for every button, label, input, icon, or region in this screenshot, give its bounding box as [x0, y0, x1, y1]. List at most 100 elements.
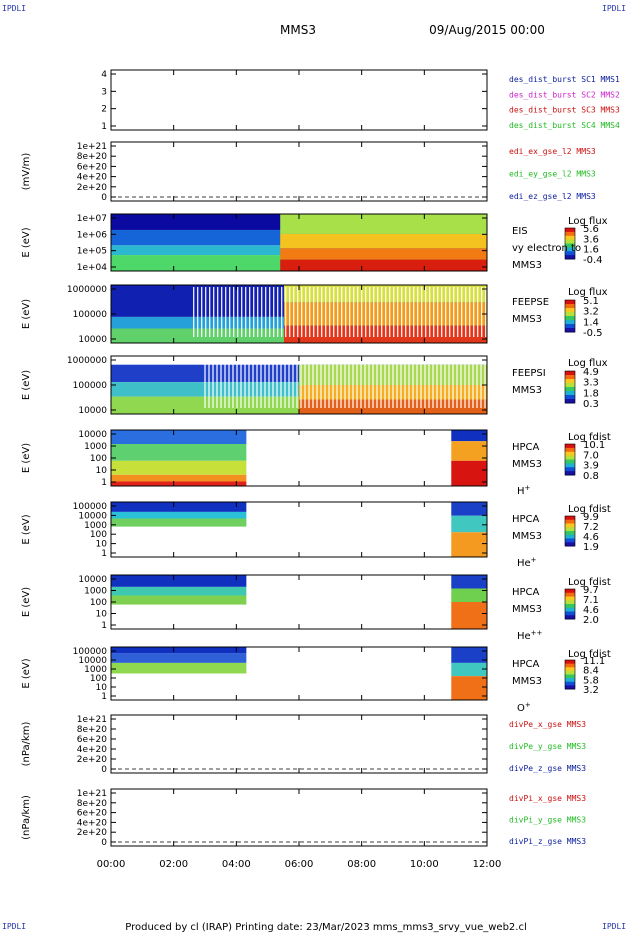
colorbar-bin	[565, 239, 575, 244]
colorbar-bin	[565, 589, 575, 594]
panel6-tail-band-2	[451, 460, 487, 486]
colorbar-tick: 7.1	[583, 595, 599, 606]
colorbar-tick: -0.4	[583, 255, 603, 266]
y-tick-label: 1e+05	[77, 247, 107, 257]
side-label: FEEPSE	[512, 297, 549, 308]
colorbar-tick: 10.1	[583, 440, 605, 451]
colorbar-bin	[565, 312, 575, 317]
corner-tag-top-right: IPDLI	[602, 4, 627, 13]
panel-frame	[110, 714, 488, 774]
colorbar-bin	[565, 459, 575, 464]
colorbar-tick: -0.5	[583, 328, 603, 339]
colorbar-tick: 11.1	[583, 656, 605, 667]
colorbar-bin	[565, 247, 575, 252]
colorbar-bin	[565, 451, 575, 457]
colorbar-tick: 1.9	[583, 542, 599, 553]
legend-entry: edi_ex_gse_l2 MMS3	[509, 147, 596, 156]
colorbar-bin	[565, 371, 575, 376]
colorbar-bin	[565, 308, 575, 313]
panel8: Log fdist9.77.14.62.0HPCAMMS3He++1101001…	[21, 574, 611, 642]
y-axis-label: E (eV)	[21, 370, 32, 400]
y-tick-label: 100000	[73, 310, 108, 320]
colorbar-bin	[565, 455, 575, 460]
panel9-band-2	[111, 662, 247, 674]
y-tick-label: 1000	[84, 521, 107, 531]
colorbar-bin	[565, 615, 575, 620]
panel9-tail-band-2	[451, 676, 487, 700]
datetime-title: 09/Aug/2015 00:00	[429, 23, 545, 37]
legend-entry: divPe_x_gse MMS3	[509, 720, 586, 729]
legend-entry: divPi_y_gse MMS3	[509, 816, 586, 825]
panel-frame	[110, 788, 488, 847]
colorbar-tick: 4.9	[583, 367, 599, 378]
colorbar-frame	[564, 443, 576, 476]
y-tick-label: 100000	[73, 381, 108, 391]
colorbar-bin	[565, 231, 575, 237]
side-label: EIS	[512, 226, 528, 237]
panel8-tail-band-0	[451, 575, 487, 589]
y-tick-label: 2e+20	[77, 183, 108, 193]
colorbar-bin	[565, 519, 575, 524]
panel3-seg0-band-3	[280, 259, 487, 271]
colorbar-bin	[565, 538, 575, 543]
y-tick-label: 10000	[78, 656, 107, 666]
panel6-tail-band-0	[451, 430, 487, 442]
panel6-band-0	[111, 430, 247, 444]
colorbar-bin	[565, 316, 575, 321]
colorbar-frame	[564, 370, 576, 404]
time-tick-label: 04:00	[222, 859, 251, 870]
y-tick-label: 4	[101, 70, 107, 80]
colorbar-title: Log flux	[568, 358, 608, 369]
colorbar-bin	[565, 663, 575, 668]
legend-entry: des_dist_burst SC2 MMS2	[509, 90, 620, 99]
legend-entry: divPe_z_gse MMS3	[509, 764, 586, 773]
y-tick-label: 10000	[78, 511, 107, 521]
y-tick-label: 10000	[78, 575, 107, 585]
y-tick-label: 10	[96, 683, 108, 693]
panel-frame	[110, 141, 488, 202]
y-tick-label: 100	[90, 674, 107, 684]
legend-entry: divPi_z_gse MMS3	[509, 837, 586, 846]
colorbar-tick: 0.8	[583, 471, 599, 482]
y-tick-label: 1e+21	[77, 142, 107, 152]
colorbar-tick: 3.2	[583, 685, 599, 696]
side-label: MMS3	[512, 459, 542, 470]
y-tick-label: 0	[101, 193, 107, 203]
colorbar-bin	[565, 391, 575, 396]
colorbar-bin	[565, 320, 575, 325]
time-tick-label: 02:00	[159, 859, 188, 870]
colorbar-bin	[565, 304, 575, 309]
y-tick-label: 1000	[84, 442, 107, 452]
side-label: MMS3	[512, 314, 542, 325]
colorbar-frame	[564, 227, 576, 260]
panel3-seg0-band-2	[280, 248, 487, 260]
y-tick-label: 1000000	[67, 356, 107, 366]
y-tick-label: 100000	[73, 647, 108, 657]
time-tick-label: 12:00	[473, 859, 502, 870]
y-tick-label: 1	[101, 692, 107, 702]
y-tick-label: 10	[96, 466, 108, 476]
colorbar-bin	[565, 399, 575, 404]
y-tick-label: 1e+06	[77, 230, 108, 240]
colorbar-tick: 0.3	[583, 399, 599, 410]
side-label: MMS3	[512, 385, 542, 396]
y-axis-label: E (eV)	[21, 299, 32, 329]
panel6-band-2	[111, 460, 247, 475]
panel8-tail-band-1	[451, 588, 487, 602]
colorbar-frame	[564, 659, 576, 690]
panel7-tail-band-1	[451, 515, 487, 533]
y-tick-label: 100	[90, 530, 107, 540]
panel9-band-3	[111, 673, 247, 700]
colorbar-title: Log fdist	[568, 432, 611, 443]
colorbar-tick: 3.3	[583, 378, 599, 389]
footer-text: Produced by cl (IRAP) Printing date: 23/…	[125, 922, 526, 933]
panel6-band-4	[111, 481, 247, 486]
colorbar-bin	[565, 463, 575, 468]
y-tick-label: 100000	[73, 502, 108, 512]
panel8-tail-band-2	[451, 602, 487, 629]
y-tick-label: 1e+21	[77, 789, 107, 799]
